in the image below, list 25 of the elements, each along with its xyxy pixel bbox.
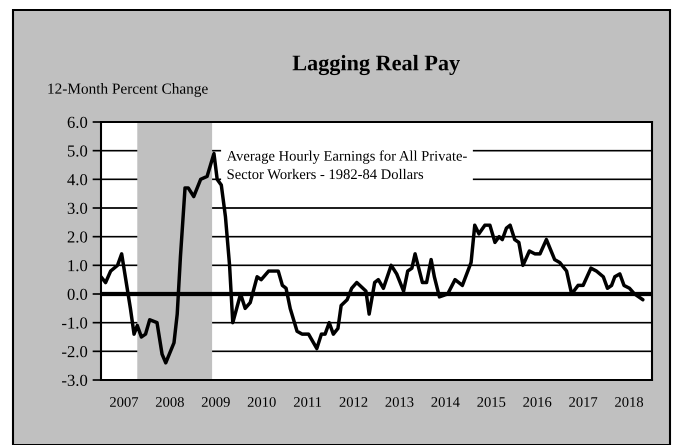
y-tick-label: -3.0 (62, 374, 88, 386)
y-tick-label: 5.0 (68, 145, 88, 157)
x-tick-label: 2016 (523, 397, 552, 407)
x-tick-label: 2013 (386, 397, 414, 407)
chart-title: Lagging Real Pay (292, 54, 460, 76)
y-tick-label: 2.0 (68, 231, 88, 243)
y-tick-label: -1.0 (62, 317, 88, 329)
x-tick-label: 2009 (202, 397, 230, 407)
x-tick-label: 2010 (248, 397, 276, 407)
y-tick-label: 1.0 (68, 260, 88, 272)
series-label: Average Hourly Earnings for All Private- Sector Workers - 1982-84 Dollars (226, 150, 467, 180)
y-tick-label: -2.0 (62, 346, 88, 358)
x-tick-label: 2018 (615, 397, 644, 407)
x-tick-label: 2012 (340, 397, 368, 407)
y-axis-title: 12-Month Percent Change (48, 83, 208, 97)
y-tick-label: 6.0 (68, 116, 88, 128)
y-tick-label: 3.0 (68, 202, 88, 214)
y-tick-label: 0.0 (68, 288, 88, 300)
x-tick-label: 2011 (294, 397, 322, 407)
y-tick-label: 4.0 (67, 174, 88, 186)
x-tick-label: 2017 (569, 397, 598, 407)
x-tick-label: 2008 (156, 397, 184, 407)
x-tick-label: 2014 (431, 397, 460, 407)
x-tick-label: 2007 (110, 397, 138, 407)
x-tick-label: 2015 (477, 397, 506, 407)
